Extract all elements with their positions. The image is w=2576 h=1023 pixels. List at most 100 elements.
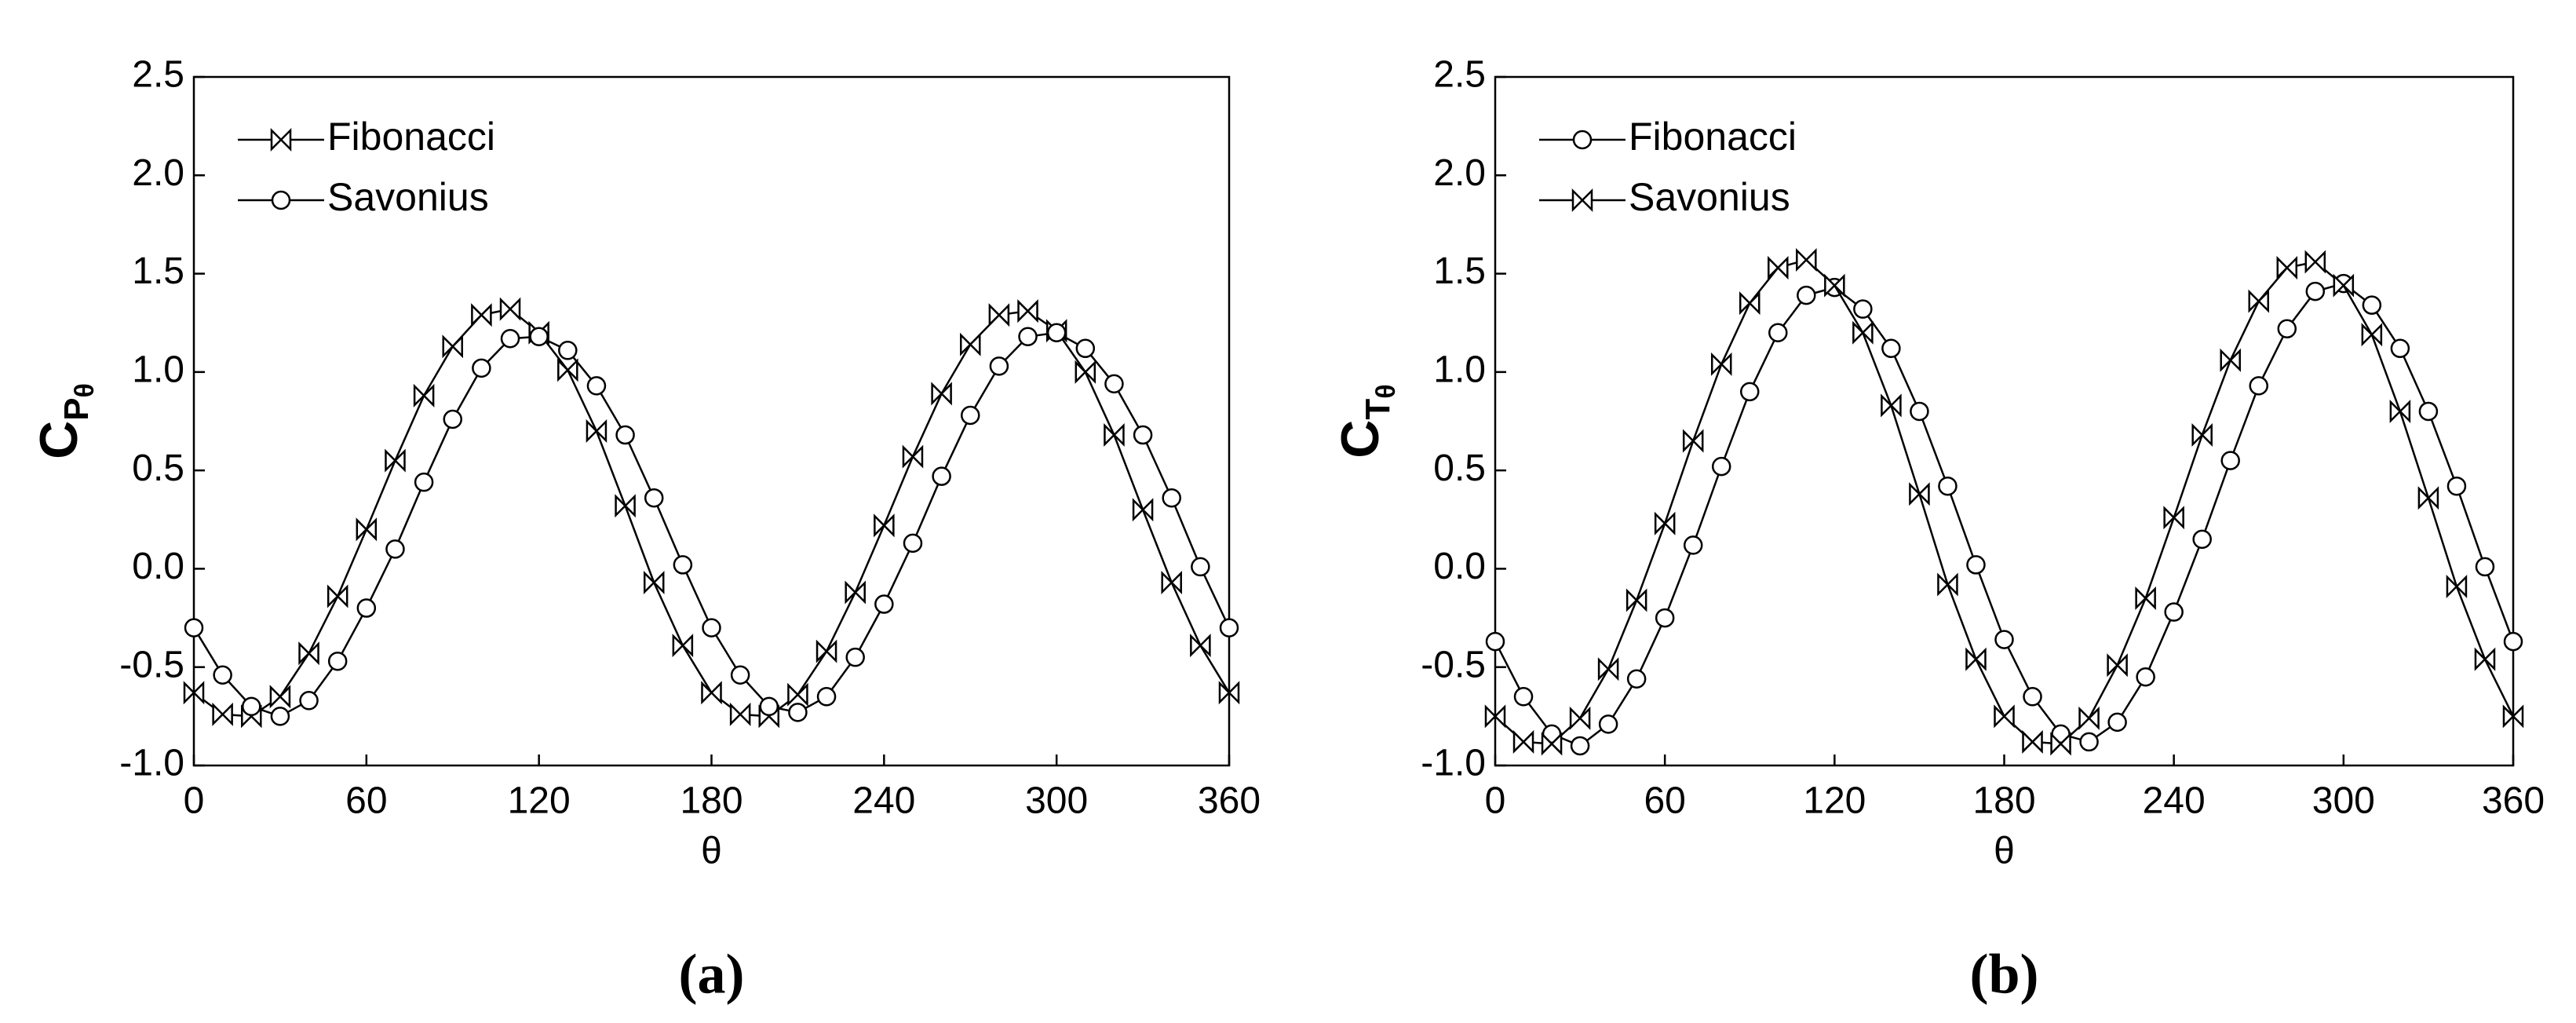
marker (557, 358, 578, 382)
marker (1541, 732, 1563, 756)
y-tick-label: 1.0 (132, 349, 184, 391)
marker (961, 405, 980, 426)
y-label-base: C (29, 421, 89, 459)
y-tick-label: 2.0 (1433, 152, 1486, 194)
y-tick-label: 0.0 (1433, 546, 1486, 587)
y-tick-label: -1.0 (1421, 743, 1486, 784)
marker (413, 383, 435, 407)
marker (1682, 429, 1704, 453)
marker (1711, 456, 1731, 477)
marker (356, 598, 377, 618)
marker (2305, 281, 2326, 301)
marker (1853, 299, 1873, 319)
y-tick-label: 0.5 (1433, 448, 1486, 489)
marker (1937, 572, 1958, 597)
marker (184, 618, 204, 638)
x-tick-label: 0 (1485, 780, 1506, 822)
marker (1909, 482, 1930, 506)
y-tick-label: 2.0 (132, 152, 184, 194)
plot-frame (192, 75, 1231, 767)
marker (500, 329, 520, 349)
marker (615, 425, 635, 445)
marker (2418, 401, 2439, 422)
marker (1162, 488, 1181, 508)
y-axis-label: CPθ (29, 383, 100, 459)
marker (472, 358, 491, 378)
marker (1768, 256, 1789, 280)
y-tick-label: 0.5 (132, 448, 184, 489)
legend-marker (270, 127, 292, 152)
marker (1018, 327, 1038, 347)
x-tick-label: 240 (852, 780, 915, 822)
marker (1938, 476, 1958, 496)
series-line (192, 331, 1231, 718)
marker (1484, 704, 1506, 729)
marker (1218, 681, 1240, 705)
x-tick-label: 240 (2143, 780, 2206, 822)
x-tick-label: 0 (184, 780, 205, 822)
marker (2248, 289, 2269, 313)
y-tick-label: -0.5 (1421, 644, 1486, 685)
x-tick-label: 300 (2312, 780, 2375, 822)
marker (643, 570, 665, 594)
marker (327, 584, 348, 608)
marker (702, 618, 721, 638)
plot-frame (1494, 75, 2515, 767)
marker (443, 409, 462, 429)
y-label-subsub: θ (70, 383, 100, 397)
marker (1796, 248, 1817, 272)
marker (2192, 529, 2212, 550)
marker (672, 634, 694, 658)
marker (2502, 704, 2524, 729)
marker (1017, 299, 1038, 323)
marker (2050, 732, 2071, 756)
marker (931, 382, 952, 406)
y-tick-label: 1.5 (132, 250, 184, 292)
marker (874, 513, 895, 538)
marker (1881, 338, 1901, 359)
marker (299, 691, 319, 711)
series-line (193, 308, 1231, 718)
marker (2417, 486, 2439, 510)
marker (2079, 732, 2099, 752)
marker (1655, 608, 1675, 628)
marker (816, 687, 837, 707)
x-tick-label: 180 (1972, 780, 2035, 822)
series-line (1494, 282, 2515, 747)
marker (2362, 295, 2382, 315)
marker (1132, 498, 1154, 522)
marker (2475, 557, 2495, 577)
marker (1626, 588, 1647, 612)
y-tick-label: -1.0 (119, 743, 184, 784)
marker (989, 356, 1009, 376)
marker (2220, 451, 2240, 470)
x-tick-label: 360 (1198, 780, 1261, 822)
marker (2135, 586, 2156, 611)
marker (815, 639, 837, 663)
marker (701, 681, 722, 705)
marker (212, 702, 233, 726)
marker (1104, 423, 1125, 448)
marker (2191, 423, 2213, 448)
y-tick-label: -0.5 (119, 644, 184, 685)
marker (988, 303, 1010, 327)
marker (1824, 273, 1845, 298)
marker (1965, 647, 1987, 671)
legend-label: Savonius (1629, 175, 1790, 219)
x-tick-label: 360 (2482, 780, 2545, 822)
marker (1133, 425, 1153, 445)
marker (1910, 401, 1929, 422)
marker (903, 533, 923, 554)
marker (414, 472, 434, 492)
chart: -1.0 -0.5 0.0 0.5 1.0 1.5 2.0 2.5 0 60 120 180 240 30… (1330, 54, 2545, 1006)
marker (902, 444, 924, 469)
marker (644, 488, 664, 508)
marker (673, 555, 693, 575)
legend-label: Fibonacci (1629, 115, 1797, 159)
marker (213, 665, 232, 685)
marker (242, 696, 261, 717)
marker (1104, 374, 1124, 394)
marker (759, 696, 779, 717)
x-axis-label: θ (1994, 831, 2015, 872)
